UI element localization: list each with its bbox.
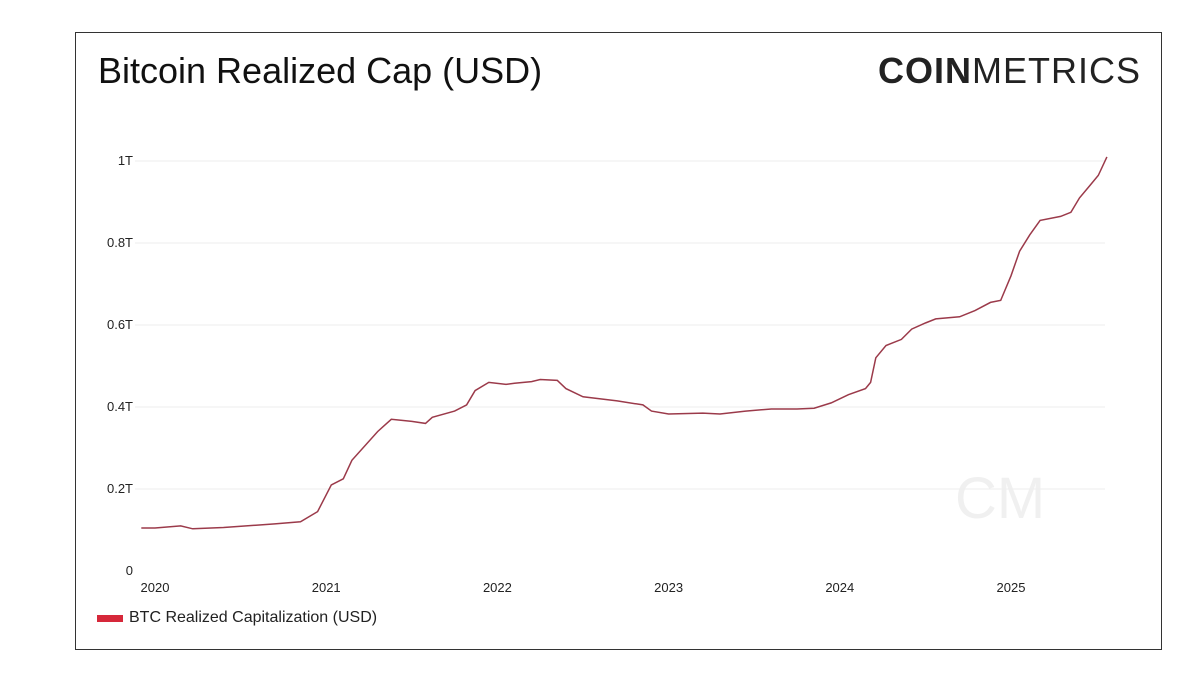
- logo-light: METRICS: [972, 50, 1141, 91]
- chart-title: Bitcoin Realized Cap (USD): [98, 50, 543, 91]
- coinmetrics-logo: COINMETRICS: [878, 50, 1141, 92]
- legend[interactable]: BTC Realized Capitalization (USD): [97, 609, 377, 627]
- logo-bold: COIN: [878, 50, 972, 91]
- watermark-logo: CM: [955, 466, 1046, 531]
- y-tick-label: 0: [126, 563, 133, 578]
- y-tick-label: 0.8T: [107, 235, 133, 250]
- chart-frame: [75, 32, 1162, 650]
- y-tick-label: 0.6T: [107, 317, 133, 332]
- y-tick-label: 0.2T: [107, 481, 133, 496]
- legend-label: BTC Realized Capitalization (USD): [129, 609, 378, 626]
- legend-swatch: [97, 614, 123, 622]
- x-tick-label: 2022: [483, 580, 512, 595]
- y-tick-label: 0.4T: [107, 399, 133, 414]
- y-tick-label: 1T: [118, 153, 133, 168]
- x-tick-label: 2024: [825, 580, 854, 595]
- x-tick-label: 2020: [141, 580, 170, 595]
- series-line-btc-realized-cap: [141, 156, 1108, 530]
- x-tick-label: 2023: [654, 580, 683, 595]
- x-tick-label: 2025: [997, 580, 1026, 595]
- x-tick-label: 2021: [312, 580, 341, 595]
